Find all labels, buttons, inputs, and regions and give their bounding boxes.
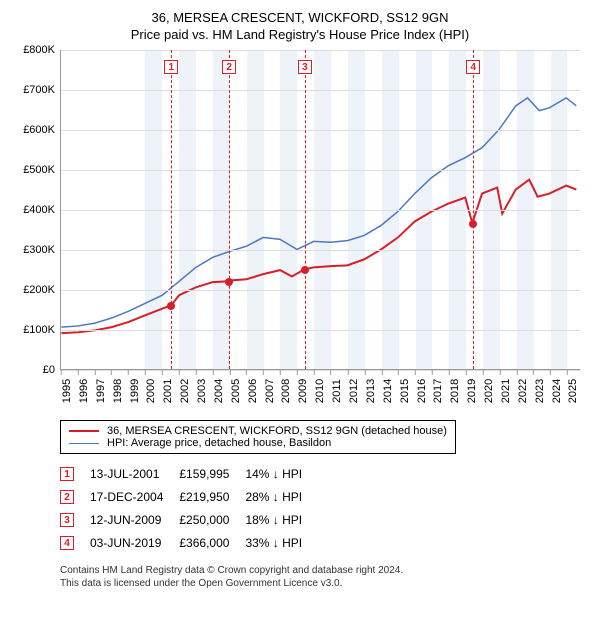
chart: £0£100K£200K£300K£400K£500K£600K£700K£80… [60, 50, 590, 370]
sale-dashline [473, 50, 474, 369]
sale-dot [469, 220, 477, 228]
sale-dashline [305, 50, 306, 369]
legend-item: 36, MERSEA CRESCENT, WICKFORD, SS12 9GN … [69, 425, 447, 437]
gridline [61, 130, 580, 131]
footnote: Contains HM Land Registry data © Crown c… [60, 564, 590, 590]
footnote-line: This data is licensed under the Open Gov… [60, 577, 590, 590]
sale-delta: 18% ↓ HPI [245, 508, 318, 531]
legend-swatch [69, 443, 99, 444]
gridline [61, 170, 580, 171]
gridline [61, 90, 580, 91]
legend: 36, MERSEA CRESCENT, WICKFORD, SS12 9GN … [60, 420, 456, 454]
ytick-label: £700K [23, 84, 61, 96]
ytick-label: £100K [23, 324, 61, 336]
sale-dashline [171, 50, 172, 369]
legend-item: HPI: Average price, detached house, Basi… [69, 437, 447, 449]
sale-date: 03-JUN-2019 [90, 531, 179, 554]
ytick-label: £200K [23, 284, 61, 296]
xtick: 2025 [555, 369, 579, 389]
sale-marker-box: 2 [222, 60, 236, 74]
sale-dashline [229, 50, 230, 369]
plot-area: £0£100K£200K£300K£400K£500K£600K£700K£80… [60, 50, 580, 370]
gridline [61, 50, 580, 51]
sale-marker-box: 1 [164, 60, 178, 74]
gridline [61, 290, 580, 291]
sale-delta: 33% ↓ HPI [245, 531, 318, 554]
legend-swatch [69, 430, 99, 432]
sale-dot [301, 266, 309, 274]
sale-dot [167, 302, 175, 310]
sale-index: 3 [60, 508, 90, 531]
sale-marker-box: 4 [466, 60, 480, 74]
sale-price: £366,000 [179, 531, 245, 554]
page-title: 36, MERSEA CRESCENT, WICKFORD, SS12 9GN [10, 10, 590, 25]
table-row: 113-JUL-2001£159,99514% ↓ HPI [60, 462, 318, 485]
table-row: 312-JUN-2009£250,00018% ↓ HPI [60, 508, 318, 531]
gridline [61, 250, 580, 251]
sale-index: 1 [60, 462, 90, 485]
sale-price: £250,000 [179, 508, 245, 531]
sale-marker-box: 3 [298, 60, 312, 74]
sale-price: £219,950 [179, 485, 245, 508]
ytick-label: £400K [23, 204, 61, 216]
sale-dot [225, 278, 233, 286]
gridline [61, 330, 580, 331]
sale-date: 12-JUN-2009 [90, 508, 179, 531]
ytick-label: £800K [23, 44, 61, 56]
table-row: 403-JUN-2019£366,00033% ↓ HPI [60, 531, 318, 554]
ytick-label: £500K [23, 164, 61, 176]
sale-index: 4 [60, 531, 90, 554]
gridline [61, 210, 580, 211]
legend-label: HPI: Average price, detached house, Basi… [107, 437, 331, 449]
sale-date: 17-DEC-2004 [90, 485, 179, 508]
sale-date: 13-JUL-2001 [90, 462, 179, 485]
series-price_paid [61, 180, 576, 334]
ytick-label: £600K [23, 124, 61, 136]
ytick-label: £300K [23, 244, 61, 256]
series-hpi [61, 98, 576, 327]
xtick-label: 2025 [567, 379, 579, 403]
table-row: 217-DEC-2004£219,95028% ↓ HPI [60, 485, 318, 508]
sales-table: 113-JUL-2001£159,99514% ↓ HPI217-DEC-200… [60, 462, 318, 554]
sale-index: 2 [60, 485, 90, 508]
legend-label: 36, MERSEA CRESCENT, WICKFORD, SS12 9GN … [107, 425, 447, 437]
footnote-line: Contains HM Land Registry data © Crown c… [60, 564, 590, 577]
sale-price: £159,995 [179, 462, 245, 485]
sale-delta: 28% ↓ HPI [245, 485, 318, 508]
page-subtitle: Price paid vs. HM Land Registry's House … [10, 27, 590, 42]
sale-delta: 14% ↓ HPI [245, 462, 318, 485]
